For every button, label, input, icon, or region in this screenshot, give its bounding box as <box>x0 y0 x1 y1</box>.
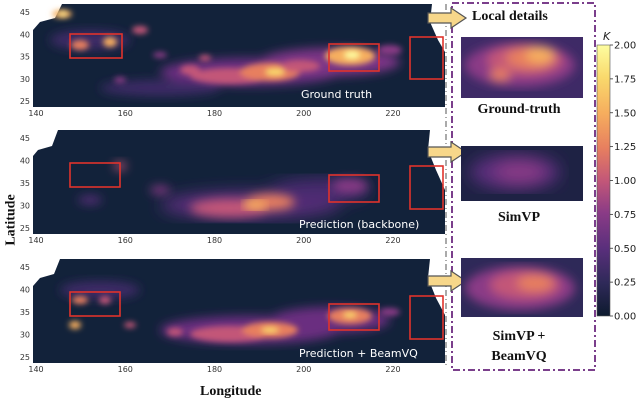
highlight-box <box>328 43 380 72</box>
arrow-icon <box>427 269 468 293</box>
colorbar-tick-label: 0.50 <box>614 244 636 255</box>
y-tick-label: 25 <box>20 224 30 233</box>
highlight-box <box>69 162 121 188</box>
crop-simvp-beamvq <box>461 258 583 317</box>
colorbar-tick-label: 2.00 <box>614 41 636 52</box>
x-tick-label: 200 <box>296 365 311 374</box>
highlight-box <box>409 165 444 210</box>
crop-ground-truth <box>461 37 583 98</box>
colorbar-tick-label: 0.25 <box>614 278 636 289</box>
y-tick-label: 40 <box>20 30 30 39</box>
colorbar-tick-label: 0.00 <box>614 312 636 323</box>
x-tick-label: 160 <box>118 109 133 118</box>
y-axis-label: Latitude <box>3 194 19 246</box>
arrow-icon <box>427 140 468 164</box>
colorbar-tick-label: 1.00 <box>614 176 636 187</box>
y-tick-label: 35 <box>20 179 30 188</box>
y-tick-label: 45 <box>20 8 30 17</box>
y-tick-label: 40 <box>20 286 30 295</box>
highlight-box <box>69 33 123 59</box>
crop-label: SimVP + BeamVQ <box>444 327 594 367</box>
y-tick-label: 35 <box>20 53 30 62</box>
x-tick-label: 200 <box>296 236 311 245</box>
x-tick-label: 180 <box>207 236 222 245</box>
x-tick-label: 180 <box>207 109 222 118</box>
axis-ticks: 140 160 180 200 220 45 40 35 30 25 140 160 180 200 220… <box>20 8 401 374</box>
y-tick-label: 30 <box>20 202 30 211</box>
colorbar-title: K <box>603 30 611 43</box>
land-mask <box>33 130 58 156</box>
x-tick-label: 220 <box>385 365 400 374</box>
colorbar <box>596 44 611 317</box>
y-tick-label: 45 <box>20 263 30 272</box>
y-tick-label: 25 <box>20 353 30 362</box>
field-blobs <box>33 130 445 219</box>
colorbar-tick-label: 1.75 <box>614 74 636 85</box>
arrow-icon <box>427 6 468 30</box>
x-tick-label: 180 <box>207 365 222 374</box>
crop-label-line: SimVP <box>498 210 540 225</box>
highlight-box <box>409 295 444 340</box>
x-tick-label: 200 <box>296 109 311 118</box>
y-tick-label: 25 <box>20 97 30 106</box>
colorbar-tick-label: 0.75 <box>614 210 636 221</box>
x-axis-label: Longitude <box>200 384 262 399</box>
field-blobs <box>33 4 445 96</box>
map-panel-prediction-backbone <box>33 130 445 234</box>
highlight-box <box>69 291 121 317</box>
highlight-box <box>409 36 444 80</box>
x-tick-label: 140 <box>28 236 43 245</box>
x-tick-label: 160 <box>118 236 133 245</box>
x-tick-label: 140 <box>28 365 43 374</box>
crop-label: SimVP <box>444 208 594 228</box>
y-tick-label: 45 <box>20 134 30 143</box>
y-tick-label: 40 <box>20 157 30 166</box>
crop-simvp <box>461 146 583 201</box>
highlight-box <box>328 303 380 331</box>
crop-label-line: BeamVQ <box>491 349 547 364</box>
panel-label: Ground truth <box>301 88 373 101</box>
x-tick-label: 140 <box>28 109 43 118</box>
field-blobs <box>33 259 445 344</box>
map-panel-prediction-beamvq <box>33 259 445 363</box>
land-mask <box>33 4 62 30</box>
x-tick-label: 160 <box>118 365 133 374</box>
local-details-frame <box>451 2 596 371</box>
crop-label: Ground-truth <box>444 100 594 120</box>
highlight-box <box>328 174 380 203</box>
crop-label-line: SimVP + <box>492 329 546 344</box>
land-mask <box>33 259 60 286</box>
colorbar-tick-label: 1.25 <box>614 142 636 153</box>
y-tick-label: 30 <box>20 75 30 84</box>
land-mask <box>428 259 445 315</box>
y-tick-label: 35 <box>20 308 30 317</box>
panel-label: Prediction + BeamVQ <box>299 347 418 360</box>
map-panel-ground-truth <box>33 4 445 107</box>
x-tick-label: 220 <box>385 236 400 245</box>
crop-label-line: Ground-truth <box>477 102 561 117</box>
local-details-header: Local details <box>472 9 548 24</box>
map-background <box>33 259 445 363</box>
colorbar-tick-label: 1.50 <box>614 108 636 119</box>
y-tick-label: 30 <box>20 331 30 340</box>
land-mask <box>428 130 445 190</box>
panel-label: Prediction (backbone) <box>299 218 420 231</box>
colorbar-ticks: 2.00 1.75 1.50 1.25 1.00 0.75 0.50 0.25 0.00 <box>610 41 636 323</box>
x-tick-label: 220 <box>385 109 400 118</box>
